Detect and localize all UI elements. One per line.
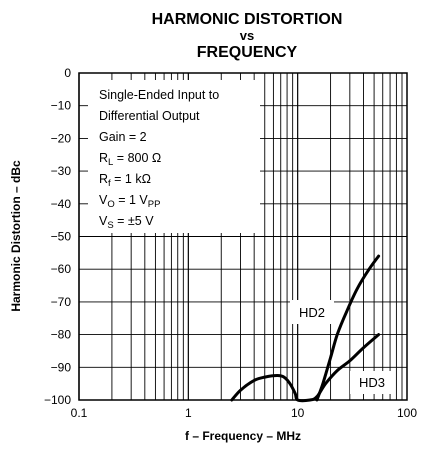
condition-rl: RL = 800 Ω: [99, 151, 161, 168]
condition-vo: VO = 1 VPP: [99, 193, 160, 210]
y-tick-label: −40: [51, 197, 72, 211]
y-tick-label: −70: [51, 295, 72, 309]
condition-gain: Gain = 2: [99, 130, 147, 144]
hd2-label-box: HD2: [290, 300, 334, 324]
y-tick-label: −50: [51, 230, 72, 244]
rf-main: R: [99, 172, 108, 186]
y-tick-label: −80: [51, 328, 72, 342]
vo-value: = 1 V: [115, 193, 149, 207]
hd3-label-box: HD3: [350, 371, 394, 394]
y-axis-label: Harmonic Distortion – dBc: [9, 160, 23, 312]
vs-subscript: S: [107, 220, 113, 231]
y-tick-label: 0: [64, 66, 71, 80]
condition-vs: VS = ±5 V: [99, 214, 154, 231]
test-conditions-box: Single-Ended Input to Differential Outpu…: [88, 80, 260, 233]
rf-subscript: f: [108, 178, 111, 189]
condition-input-type: Single-Ended Input to: [99, 88, 219, 102]
series-label-hd2: HD2: [299, 305, 325, 320]
hd3-label-background: [350, 371, 394, 394]
series-line-hd3: [230, 333, 381, 403]
vs-value: = ±5 V: [114, 214, 155, 228]
x-tick-label: 10: [291, 406, 305, 420]
y-tick-label: −60: [51, 262, 72, 276]
y-tick-label: −20: [51, 131, 72, 145]
rf-value: = 1 kΩ: [111, 172, 151, 186]
series-line-hd2: [315, 254, 381, 402]
vs-main: V: [99, 214, 108, 228]
condition-output-type: Differential Output: [99, 109, 200, 123]
x-tick-label: 0.1: [71, 406, 88, 420]
x-tick-label: 1: [185, 406, 192, 420]
y-tick-labels: 0 −10 −20 −30 −40 −50 −60 −70 −80 −90 −100: [44, 66, 71, 407]
chart-title-line3: FREQUENCY: [197, 44, 298, 61]
plot-frame: [78, 72, 408, 401]
vo-subscript: O: [107, 199, 114, 210]
chart-title-line2: vs: [240, 28, 254, 43]
series-curves: [230, 254, 381, 403]
rl-main: R: [99, 151, 108, 165]
vo-main: V: [99, 193, 108, 207]
x-tick-label: 100: [397, 406, 417, 420]
y-tick-label: −30: [51, 164, 72, 178]
series-label-hd3: HD3: [359, 375, 385, 390]
vo-unit-subscript: PP: [148, 199, 161, 210]
rl-subscript: L: [108, 157, 113, 168]
condition-rf: Rf = 1 kΩ: [99, 172, 151, 189]
y-tick-label: −100: [44, 393, 71, 407]
conditions-background: [88, 80, 260, 233]
y-tick-label: −90: [51, 360, 72, 374]
y-tick-label: −10: [51, 99, 72, 113]
x-tick-labels: 0.1 1 10 100: [71, 406, 418, 420]
rl-value: = 800 Ω: [113, 151, 161, 165]
hd2-label-background: [290, 300, 334, 324]
chart-title-line1: HARMONIC DISTORTION: [152, 11, 343, 28]
x-axis-label: f – Frequency – MHz: [185, 429, 301, 443]
